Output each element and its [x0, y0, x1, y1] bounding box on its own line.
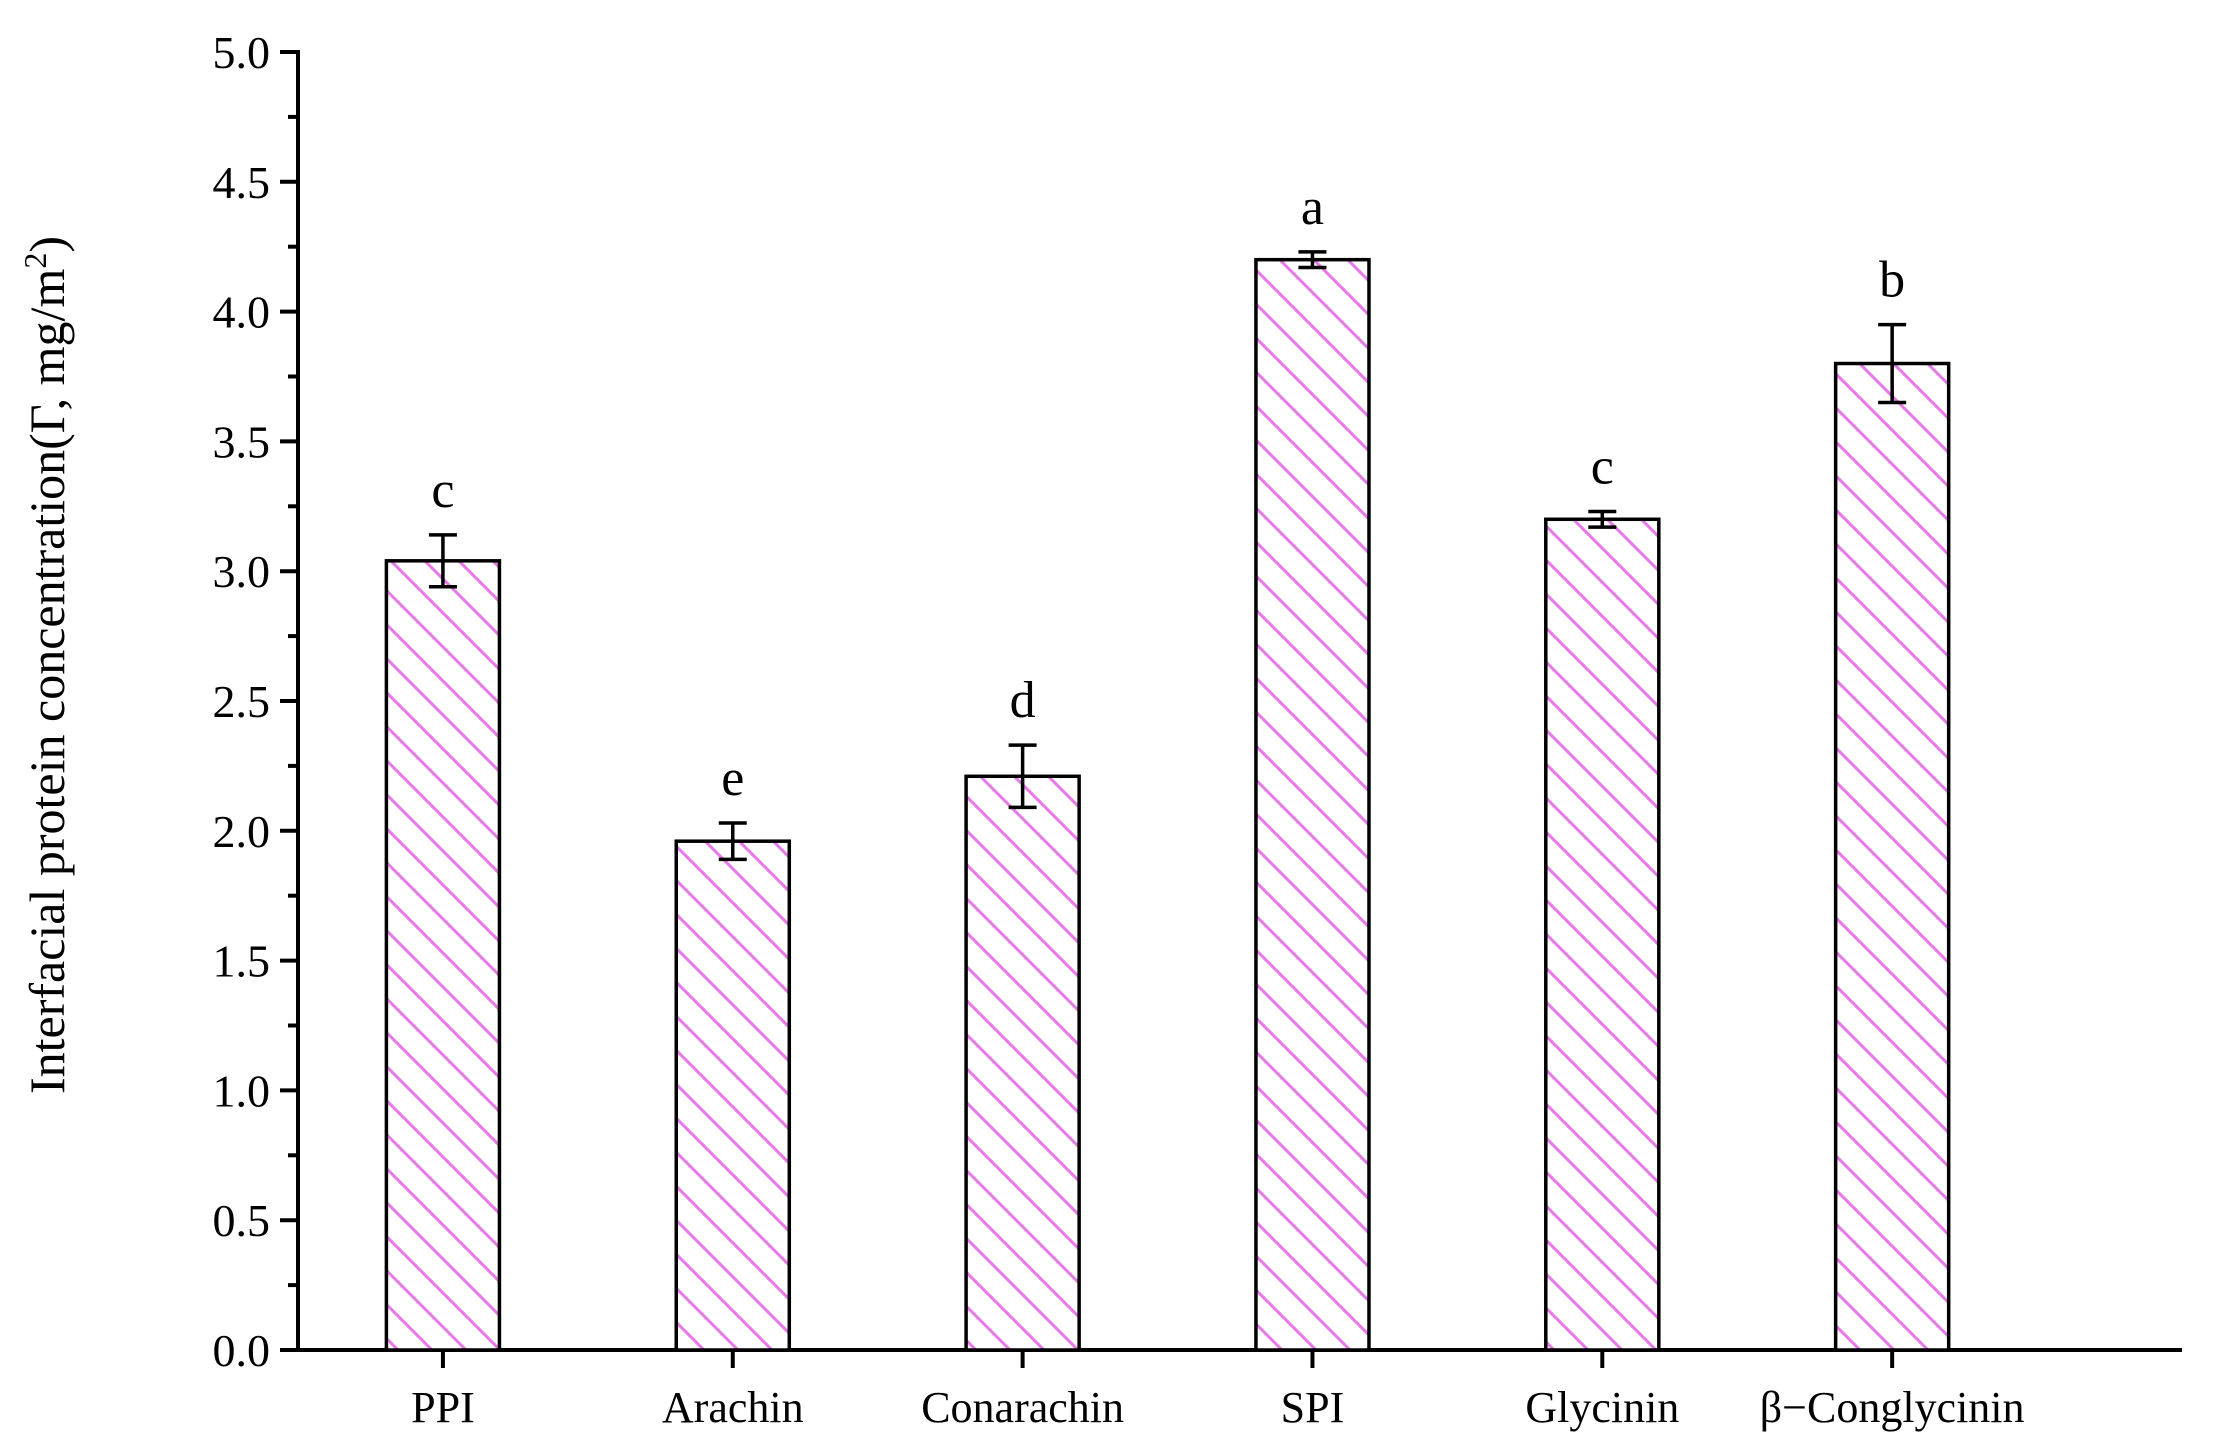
y-tick-label: 2.5 — [213, 676, 271, 727]
y-axis-label-superscript: 2 — [17, 253, 53, 269]
error-bar — [428, 533, 457, 589]
y-tick-label: 3.5 — [213, 416, 271, 467]
y-axis: 0.0 0.5 1.0 1.5 2.0 2.5 3.0 3.5 4.0 4.5 5.0 — [213, 27, 300, 1376]
y-tick-label: 2.0 — [213, 806, 271, 857]
error-bar — [1588, 509, 1617, 529]
x-axis: PPI Arachin Conarachin SPI Glycinin β−Conglyc… — [298, 1348, 2182, 1432]
y-axis-label: Interfacial protein concentration(Γ, mg/… — [17, 236, 75, 1094]
error-bars — [428, 250, 1907, 862]
significance-label: c — [431, 462, 454, 519]
error-bar — [718, 821, 747, 862]
y-tick-label: 0.0 — [213, 1325, 271, 1376]
bar — [674, 839, 792, 1352]
error-bar — [1008, 743, 1037, 810]
y-tick-label: 4.0 — [213, 287, 271, 338]
bar — [1833, 361, 1951, 1352]
x-tick-label: β−Conglycinin — [1760, 1383, 2025, 1432]
y-tick-label: 3.0 — [213, 546, 271, 597]
bar — [384, 559, 502, 1352]
x-tick-label: Glycinin — [1525, 1383, 1679, 1432]
x-tick-label: Conarachin — [921, 1383, 1124, 1432]
bar — [1544, 517, 1661, 1352]
y-tick-label: 4.5 — [213, 157, 271, 208]
significance-label: a — [1301, 179, 1324, 236]
significance-labels: c e d a c b — [431, 179, 1905, 807]
significance-label: b — [1879, 252, 1905, 309]
bar — [1254, 257, 1371, 1352]
significance-label: d — [1010, 672, 1036, 729]
y-tick-label: 1.0 — [213, 1065, 271, 1116]
error-bar — [1298, 250, 1327, 270]
bar — [964, 774, 1081, 1352]
y-axis-label-suffix: ) — [19, 236, 75, 253]
y-axis-label-main: Interfacial protein concentration(Γ, mg/… — [19, 269, 75, 1094]
x-tick-label: SPI — [1281, 1383, 1345, 1432]
y-tick-label: 0.5 — [213, 1195, 271, 1246]
x-tick-label: Arachin — [662, 1383, 804, 1432]
error-bar — [1878, 322, 1907, 405]
significance-label: e — [721, 750, 744, 807]
y-tick-label: 1.5 — [213, 936, 271, 987]
x-tick-label: PPI — [411, 1383, 475, 1432]
y-tick-label: 5.0 — [213, 27, 271, 78]
bars — [384, 257, 1951, 1352]
significance-label: c — [1591, 438, 1614, 495]
